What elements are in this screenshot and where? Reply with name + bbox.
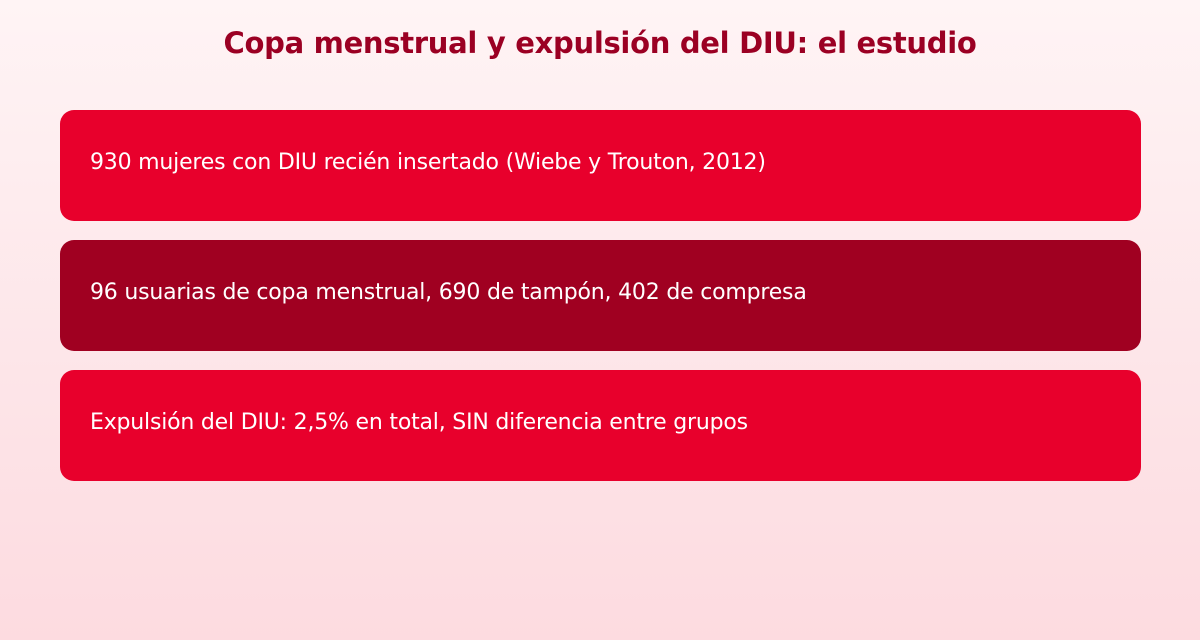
fact-card-study-sample: 930 mujeres con DIU recién insertado (Wi… bbox=[60, 110, 1141, 221]
fact-card-text: Expulsión del DIU: 2,5% en total, SIN di… bbox=[90, 410, 748, 435]
fact-card-text: 930 mujeres con DIU recién insertado (Wi… bbox=[90, 150, 766, 175]
page-title: Copa menstrual y expulsión del DIU: el e… bbox=[223, 26, 977, 60]
fact-card-result: Expulsión del DIU: 2,5% en total, SIN di… bbox=[60, 370, 1141, 481]
fact-card-user-groups: 96 usuarias de copa menstrual, 690 de ta… bbox=[60, 240, 1141, 351]
fact-card-text: 96 usuarias de copa menstrual, 690 de ta… bbox=[90, 280, 807, 305]
